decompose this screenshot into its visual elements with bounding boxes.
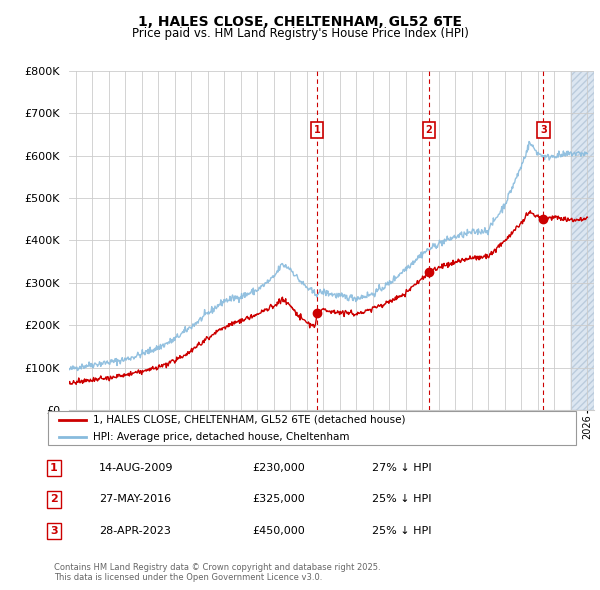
Text: 1: 1 — [50, 463, 58, 473]
Bar — [571, 71, 594, 410]
Text: HPI: Average price, detached house, Cheltenham: HPI: Average price, detached house, Chel… — [93, 432, 349, 442]
Text: 28-APR-2023: 28-APR-2023 — [99, 526, 171, 536]
Text: 3: 3 — [50, 526, 58, 536]
Text: 25% ↓ HPI: 25% ↓ HPI — [372, 526, 431, 536]
Text: 25% ↓ HPI: 25% ↓ HPI — [372, 494, 431, 504]
Text: 1, HALES CLOSE, CHELTENHAM, GL52 6TE (detached house): 1, HALES CLOSE, CHELTENHAM, GL52 6TE (de… — [93, 415, 406, 425]
Text: 2: 2 — [425, 125, 433, 135]
Text: 27-MAY-2016: 27-MAY-2016 — [99, 494, 171, 504]
Text: Contains HM Land Registry data © Crown copyright and database right 2025.
This d: Contains HM Land Registry data © Crown c… — [54, 563, 380, 582]
Text: 1: 1 — [314, 125, 320, 135]
Text: 14-AUG-2009: 14-AUG-2009 — [99, 463, 173, 473]
Text: 3: 3 — [540, 125, 547, 135]
Text: 2: 2 — [50, 494, 58, 504]
Bar — [571, 71, 594, 410]
Text: 27% ↓ HPI: 27% ↓ HPI — [372, 463, 431, 473]
Text: £450,000: £450,000 — [252, 526, 305, 536]
Text: Price paid vs. HM Land Registry's House Price Index (HPI): Price paid vs. HM Land Registry's House … — [131, 27, 469, 40]
Text: £230,000: £230,000 — [252, 463, 305, 473]
Text: 1, HALES CLOSE, CHELTENHAM, GL52 6TE: 1, HALES CLOSE, CHELTENHAM, GL52 6TE — [138, 15, 462, 29]
Text: £325,000: £325,000 — [252, 494, 305, 504]
